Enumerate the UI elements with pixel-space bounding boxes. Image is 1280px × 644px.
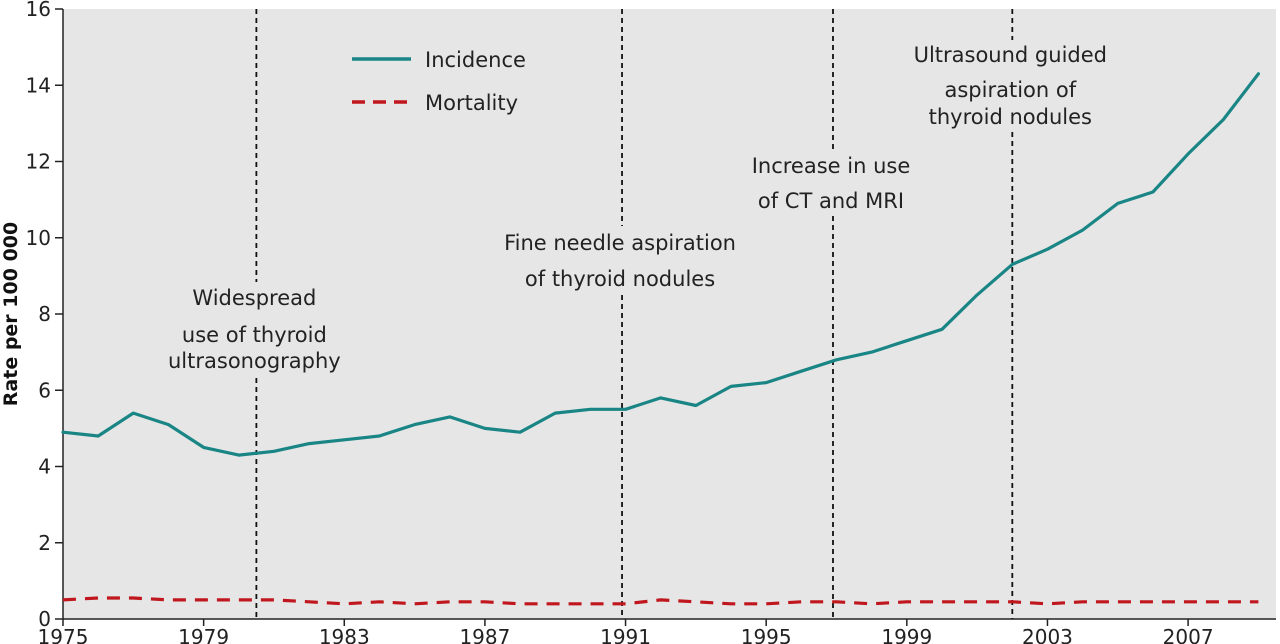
legend-label-incidence: Incidence [425,48,526,72]
x-axis: 1975 1979 1983 1987 1991 1995 1999 2003 2007 [38,618,1276,644]
x-tick-label: 1999 [881,625,932,644]
event-annotation-line: of CT and MRI [758,189,904,213]
x-tick-label: 1979 [178,625,229,644]
x-tick-label: 1975 [38,625,89,644]
event-annotation-line: Ultrasound guided [914,43,1107,67]
y-tick-label: 8 [38,302,51,326]
y-tick-label: 14 [26,73,51,97]
event-annotation: Ultrasound guided aspiration of thyroid no… [914,43,1107,129]
x-tick-label: 1991 [600,625,651,644]
event-annotation-line: use of thyroid [182,323,327,347]
event-annotation-line: of thyroid nodules [525,267,715,291]
y-axis-title: Rate per 100 000 [0,222,22,406]
y-tick-label: 2 [38,531,51,555]
x-tick-label: 1983 [319,625,370,644]
series-lines [61,72,1261,606]
legend-label-mortality: Mortality [425,91,518,115]
event-annotation-line: Increase in use [752,154,911,178]
event-annotation-line: ultrasonography [168,349,341,373]
event-annotation-line: Fine needle aspiration [504,231,736,255]
y-tick-label: 16 [26,0,51,21]
x-tick-label: 1987 [459,625,510,644]
plot-background [63,9,1276,619]
legend: Incidence Mortality [352,48,526,115]
event-annotation-line: thyroid nodules [929,105,1092,129]
event-annotation-line: aspiration of [944,78,1076,102]
y-tick-label: 0 [38,607,51,631]
x-tick-label: 2003 [1022,625,1073,644]
y-tick-label: 4 [38,455,51,479]
x-tick-label: 1995 [741,625,792,644]
series-line-incidence [61,72,1261,457]
y-tick-label: 12 [26,150,51,174]
y-axis: 0 2 4 6 8 10 12 14 16 [26,0,64,631]
series-line-mortality [62,596,1259,606]
y-tick-label: 10 [26,226,51,250]
event-annotation: Increase in use of CT and MRI [752,154,911,213]
x-tick-label: 2007 [1163,625,1214,644]
event-annotation: Fine needle aspiration of thyroid nodules [504,231,736,291]
event-annotation-line: Widespread [192,286,316,310]
y-tick-label: 6 [38,378,51,402]
